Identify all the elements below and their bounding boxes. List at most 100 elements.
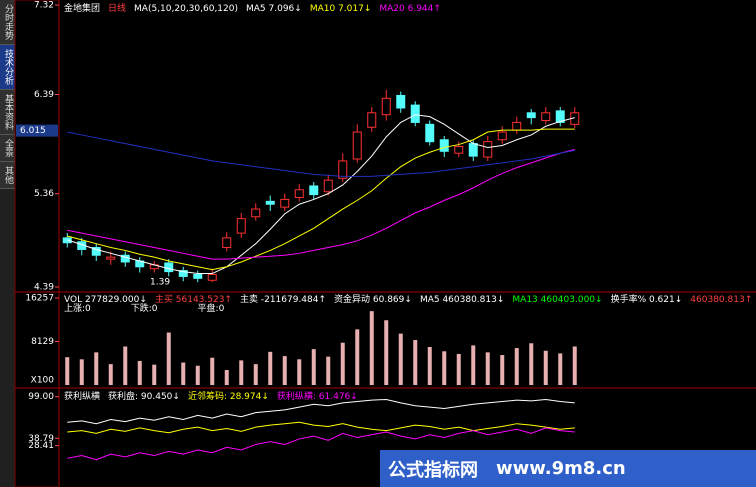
header-text: 主买 56143.523↑ [155,293,232,305]
panel-header: 金地集团 日线 MA(5,10,20,30,60,120) MA5 7.096↓ MA1… [64,2,441,14]
candle-body [439,139,449,152]
header-text: VOL 277829.000↓ [64,295,147,305]
candle-body [323,179,333,193]
sub-text: 下跌:0 [131,303,158,314]
candle-body [367,112,377,128]
volume-bar [543,350,548,385]
volume-bar [108,364,113,385]
volume-bar [572,346,577,385]
sidebar-tab[interactable]: 技术分析 [0,45,15,90]
volume-bar [239,360,244,385]
watermark-url: www.9m8.cn [496,458,626,479]
volume-bar [456,353,461,385]
candle-body [410,104,420,123]
current-price-box [16,124,58,137]
volume-bar [413,340,418,385]
header-text: MA(5,10,20,30,60,120) [134,4,238,14]
y-tick-label: 28.41 [28,441,54,451]
sidebar-tab[interactable]: 基本资料 [0,90,15,135]
header-text: 金地集团 [64,2,100,14]
header-text: 换手率% 0.621↓ [611,293,683,305]
volume-bar [398,333,403,385]
candle-body [425,123,435,143]
header-text: 获利纵横 [64,390,100,402]
candle-body [338,160,348,179]
candle-body [222,237,232,249]
volume-bar [355,329,360,385]
candle-body [526,112,536,119]
unit-label: X100 [31,376,55,386]
y-tick-label: 5.36 [34,189,54,199]
candle-body [381,97,391,116]
header-text: MA5 460380.813↓ [420,295,504,305]
sub-header: 上涨:0 下跌:0 平盘:0 [64,302,225,314]
y-tick-label: 7.32 [34,1,54,11]
line-series [67,398,575,425]
candle-body [483,141,493,158]
volume-bar [94,352,99,385]
panel-header: VOL 277829.000↓ 主买 56143.523↑ 主卖 -211679.4… [64,293,756,305]
volume-bar [65,357,70,385]
candle-body [541,112,551,121]
volume-bar [195,365,200,385]
header-text: MA20 6.944↑ [379,4,441,14]
sidebar-tab[interactable]: 全景 [0,135,15,162]
volume-bar [152,364,157,385]
axis-column [14,0,60,487]
volume-bar [268,351,273,385]
sidebar: 分时走势 技术分析 基本资料 全景 其他 [0,0,15,487]
current-price: 6.015 [20,126,46,136]
candle-body [352,131,362,160]
volume-bar [369,311,374,385]
candle-body [294,189,304,198]
volume-bar [514,348,519,385]
sub-text: 上涨:0 [64,303,91,314]
header-text: 日线 [108,2,126,14]
candle-body [512,121,522,131]
y-tick-label: 8129 [31,337,54,347]
candle-body [454,145,464,154]
line-series [67,421,575,434]
header-text: 主卖 -211679.484↑ [240,293,326,305]
volume-bar [384,320,389,385]
volume-bar [529,343,534,385]
volume-bar [485,352,490,385]
y-tick-label: 16257 [25,294,54,304]
watermark: 公式指标网 www.9m8.cn [380,450,756,487]
volume-bar [500,355,505,385]
line-series [67,131,575,177]
volume-bar [224,370,229,385]
candle-body [207,273,217,281]
header-text: 获利盘: 90.450↓ [108,390,180,402]
y-tick-label: 6.39 [34,90,54,100]
panel-header: 获利纵横 获利盘: 90.450↓ 近邻筹码: 28.974↓ 获利纵横: 61.47… [64,390,358,402]
watermark-site: 公式指标网 [388,459,478,481]
volume-bar [427,347,432,385]
candle-body [106,256,116,260]
header-text: MA5 7.096↓ [246,4,302,14]
volume-bar [311,349,316,385]
candle-body [236,218,246,234]
volume-bar [166,332,171,385]
sidebar-tab[interactable]: 其他 [0,162,15,189]
candle-body [164,262,174,273]
candle-body [497,131,507,141]
header-text: 近邻筹码: 28.974↓ [188,390,269,402]
y-tick-label: 99.00 [28,392,54,402]
volume-bar [326,356,331,385]
candle-body [251,208,261,218]
volume-bar [282,356,287,385]
candle-body [265,200,275,205]
volume-bar [79,359,84,385]
line-series [67,427,575,461]
volume-bar [181,362,186,385]
line-series [67,148,575,260]
sidebar-tab[interactable]: 分时走势 [0,0,15,45]
header-text: 获利纵横: 61.476↓ [277,390,358,402]
sub-text: 平盘:0 [198,302,225,314]
candle-body [178,270,188,277]
low-annotation: 1.39 [150,278,170,288]
candle-body [309,185,319,196]
